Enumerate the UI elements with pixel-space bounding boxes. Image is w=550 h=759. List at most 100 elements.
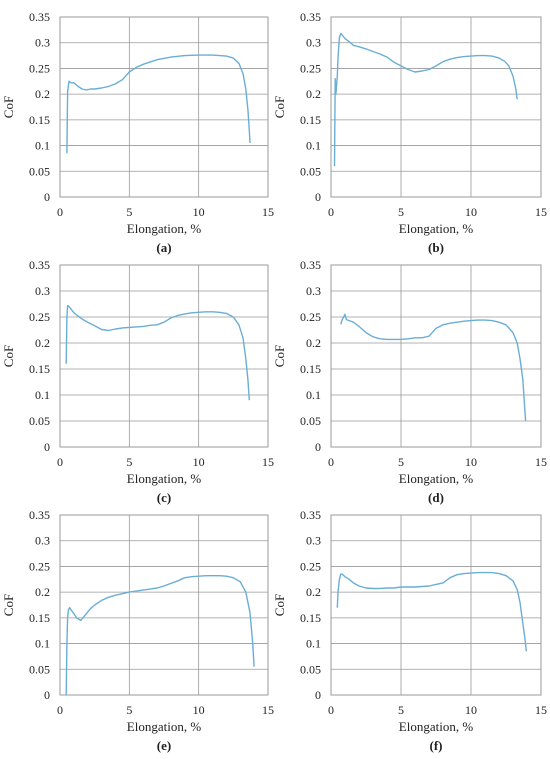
x-tick-label: 0	[328, 703, 334, 717]
chart-panel-e: 0 0.05 0.1 0.15 0.2 0.25 0.3 0.35 0 5 10 15 Elongati…	[1, 508, 274, 753]
y-tick-label: 0.15	[300, 113, 321, 127]
x-tick-label: 10	[465, 455, 477, 469]
x-axis-label: Elongation, %	[399, 221, 474, 236]
y-tick-label: 0.1	[306, 139, 321, 153]
x-tick-label: 0	[328, 205, 334, 219]
y-tick-label: 0.3	[306, 534, 321, 548]
plot-area-frame	[330, 264, 542, 448]
y-tick-label: 0	[315, 688, 321, 702]
cof-series-line	[65, 304, 250, 401]
x-tick-label: 15	[535, 455, 547, 469]
panel-caption: (a)	[156, 240, 171, 255]
y-tick-label: 0.15	[29, 113, 50, 127]
y-tick-label: 0	[44, 190, 50, 204]
y-tick-label: 0.15	[300, 362, 321, 376]
x-tick-label: 10	[193, 703, 205, 717]
panel-caption: (b)	[428, 240, 444, 255]
y-tick-label: 0.35	[300, 508, 321, 522]
panel-caption: (e)	[157, 738, 171, 753]
y-tick-label: 0.05	[29, 414, 50, 428]
y-tick-label: 0.25	[300, 61, 321, 75]
y-tick-label: 0.1	[306, 388, 321, 402]
y-tick-label: 0.2	[35, 87, 50, 101]
y-tick-label: 0.1	[306, 637, 321, 651]
cof-series-line	[66, 54, 251, 154]
y-tick-label: 0.05	[29, 662, 50, 676]
x-tick-label: 10	[465, 703, 477, 717]
y-axis-label: CoF	[1, 345, 16, 367]
x-axis-label: Elongation, %	[127, 221, 202, 236]
y-tick-label: 0.35	[29, 10, 50, 24]
y-axis-label: CoF	[272, 96, 287, 118]
x-tick-label: 15	[535, 205, 547, 219]
y-tick-label: 0.2	[306, 336, 321, 350]
y-tick-label: 0.3	[35, 534, 50, 548]
y-tick-label: 0.35	[29, 508, 50, 522]
y-tick-label: 0.25	[29, 61, 50, 75]
cof-series-line	[336, 571, 527, 652]
x-tick-label: 10	[465, 205, 477, 219]
chart-panel-b: 0 0.05 0.1 0.15 0.2 0.25 0.3 0.35 0 5 10 15 Elongati…	[272, 10, 547, 255]
panel-caption: (d)	[428, 490, 444, 505]
y-tick-label: 0.2	[35, 585, 50, 599]
x-axis-label: Elongation, %	[127, 719, 202, 734]
y-tick-label: 0.3	[35, 284, 50, 298]
chart-panel-f: 0 0.05 0.1 0.15 0.2 0.25 0.3 0.35 0 5 10 15 Elongati…	[272, 508, 547, 753]
y-tick-label: 0.15	[29, 611, 50, 625]
y-tick-label: 0.2	[306, 87, 321, 101]
y-tick-label: 0.35	[300, 258, 321, 272]
x-tick-label: 15	[262, 455, 274, 469]
y-tick-label: 0.1	[35, 388, 50, 402]
y-tick-label: 0.15	[29, 362, 50, 376]
y-tick-label: 0.1	[35, 637, 50, 651]
plot-area-frame	[59, 16, 269, 198]
x-tick-label: 5	[126, 703, 132, 717]
x-tick-label: 5	[126, 455, 132, 469]
x-tick-label: 10	[193, 205, 205, 219]
x-tick-label: 5	[398, 455, 404, 469]
chart-panel-c: 0 0.05 0.1 0.15 0.2 0.25 0.3 0.35 0 5 10 15 Elongati…	[1, 258, 274, 505]
y-tick-label: 0	[44, 440, 50, 454]
cof-series-line	[333, 32, 518, 167]
y-tick-label: 0.15	[300, 611, 321, 625]
y-axis-label: CoF	[1, 96, 16, 118]
x-tick-label: 15	[535, 703, 547, 717]
y-tick-label: 0.25	[29, 310, 50, 324]
x-tick-label: 0	[328, 455, 334, 469]
x-axis-label: Elongation, %	[127, 471, 202, 486]
y-tick-label: 0.05	[300, 414, 321, 428]
cof-series-line	[340, 313, 527, 422]
x-axis-label: Elongation, %	[399, 471, 474, 486]
y-tick-label: 0.1	[35, 139, 50, 153]
y-tick-label: 0.25	[300, 559, 321, 573]
x-tick-label: 0	[57, 205, 63, 219]
y-tick-label: 0.05	[300, 662, 321, 676]
y-axis-label: CoF	[272, 594, 287, 616]
y-axis-label: CoF	[272, 345, 287, 367]
y-tick-label: 0.05	[29, 164, 50, 178]
x-tick-label: 0	[57, 455, 63, 469]
y-axis-label: CoF	[1, 594, 16, 616]
plot-area-frame	[330, 16, 542, 198]
y-tick-label: 0.05	[300, 164, 321, 178]
x-tick-label: 0	[57, 703, 63, 717]
x-tick-label: 5	[398, 205, 404, 219]
y-tick-label: 0.2	[35, 336, 50, 350]
y-tick-label: 0	[315, 190, 321, 204]
chart-panel-d: 0 0.05 0.1 0.15 0.2 0.25 0.3 0.35 0 5 10 15 Elongati…	[272, 258, 547, 505]
y-tick-label: 0.25	[29, 559, 50, 573]
x-tick-label: 15	[262, 703, 274, 717]
x-tick-label: 10	[193, 455, 205, 469]
panel-caption: (f)	[430, 738, 443, 753]
x-tick-label: 5	[398, 703, 404, 717]
y-tick-label: 0.25	[300, 310, 321, 324]
chart-panel-a: 0 0.05 0.1 0.15 0.2 0.25 0.3 0.35 0 5 10 15 Elongati…	[1, 10, 274, 255]
cof-series-line	[65, 575, 255, 696]
y-tick-label: 0.3	[35, 36, 50, 50]
plot-area-frame	[59, 514, 269, 696]
plot-area-frame	[59, 264, 269, 448]
y-tick-label: 0	[315, 440, 321, 454]
y-tick-label: 0.3	[306, 36, 321, 50]
y-tick-label: 0.35	[300, 10, 321, 24]
